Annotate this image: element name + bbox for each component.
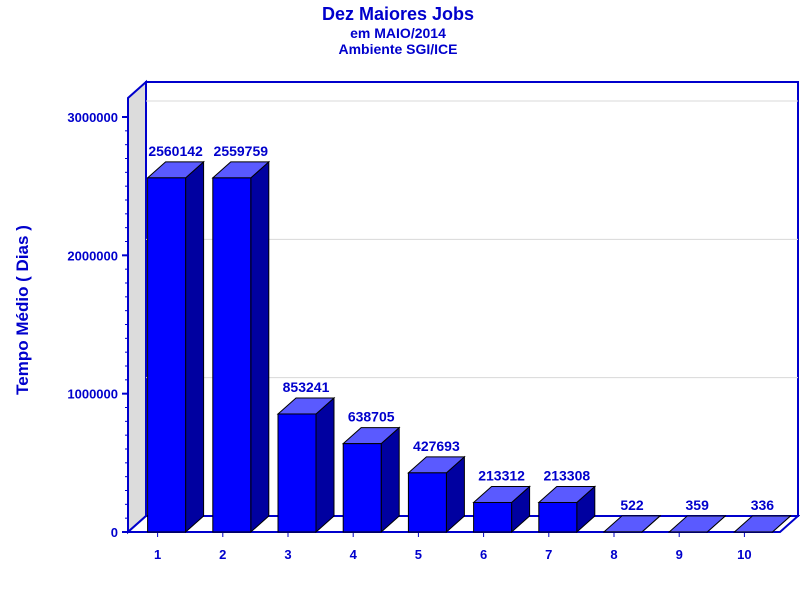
bar [537,485,597,534]
bar-side [185,160,205,534]
bar-front [407,472,447,533]
bar-front [277,413,317,533]
y-tick-label: 2000000 [67,248,118,263]
data-label: 336 [751,497,775,513]
data-label: 427693 [413,438,460,454]
left-wall [127,79,147,535]
data-label: 359 [686,497,710,513]
bar [211,160,271,534]
x-tick-label: 1 [154,547,161,562]
bar [733,514,792,534]
bar [276,396,336,534]
bar-side [380,426,400,534]
bar [602,514,662,534]
bar [472,485,531,534]
bar [667,514,727,534]
data-label: 213312 [478,467,525,483]
data-label: 2559759 [214,143,269,159]
data-labels: 2560142 2559759 853241 638705 427693 213312 21… [148,143,774,513]
x-tick-label: 6 [480,547,487,562]
data-label: 213308 [543,467,590,483]
y-tick-label: 0 [111,525,118,540]
x-tick-label: 9 [676,547,683,562]
y-axis: 0 1000000 2000000 3000000 [67,98,129,540]
bar [407,455,466,534]
x-tick-label: 4 [350,547,358,562]
x-tick-label: 8 [610,547,617,562]
data-label: 522 [620,497,644,513]
data-label: 638705 [348,409,395,425]
bar-side [315,396,335,534]
y-axis-label: Tempo Médio ( Dias ) [13,225,32,395]
x-tick-label: 5 [415,547,422,562]
x-tick-label: 2 [219,547,226,562]
bar-front [538,501,578,533]
bar-side [250,160,270,534]
bar-front [473,501,513,533]
bar-front [147,177,187,533]
y-tick-label: 3000000 [67,110,118,125]
chart-subtitle-period: em MAIO/2014 [350,25,446,41]
x-tick-label: 3 [284,547,291,562]
bar-front [342,443,382,533]
x-tick-label: 10 [737,547,751,562]
bars [146,160,792,534]
y-tick-label: 1000000 [67,387,118,402]
data-label: 853241 [283,379,330,395]
x-axis: 1 2 3 4 5 6 7 8 9 10 [128,531,780,562]
data-label: 2560142 [148,143,203,159]
chart-title: Dez Maiores Jobs [322,4,474,24]
bar [341,426,401,534]
bar-front [212,177,252,533]
chart-subtitle-environment: Ambiente SGI/ICE [338,41,457,57]
bar [146,160,205,534]
x-tick-label: 7 [545,547,552,562]
